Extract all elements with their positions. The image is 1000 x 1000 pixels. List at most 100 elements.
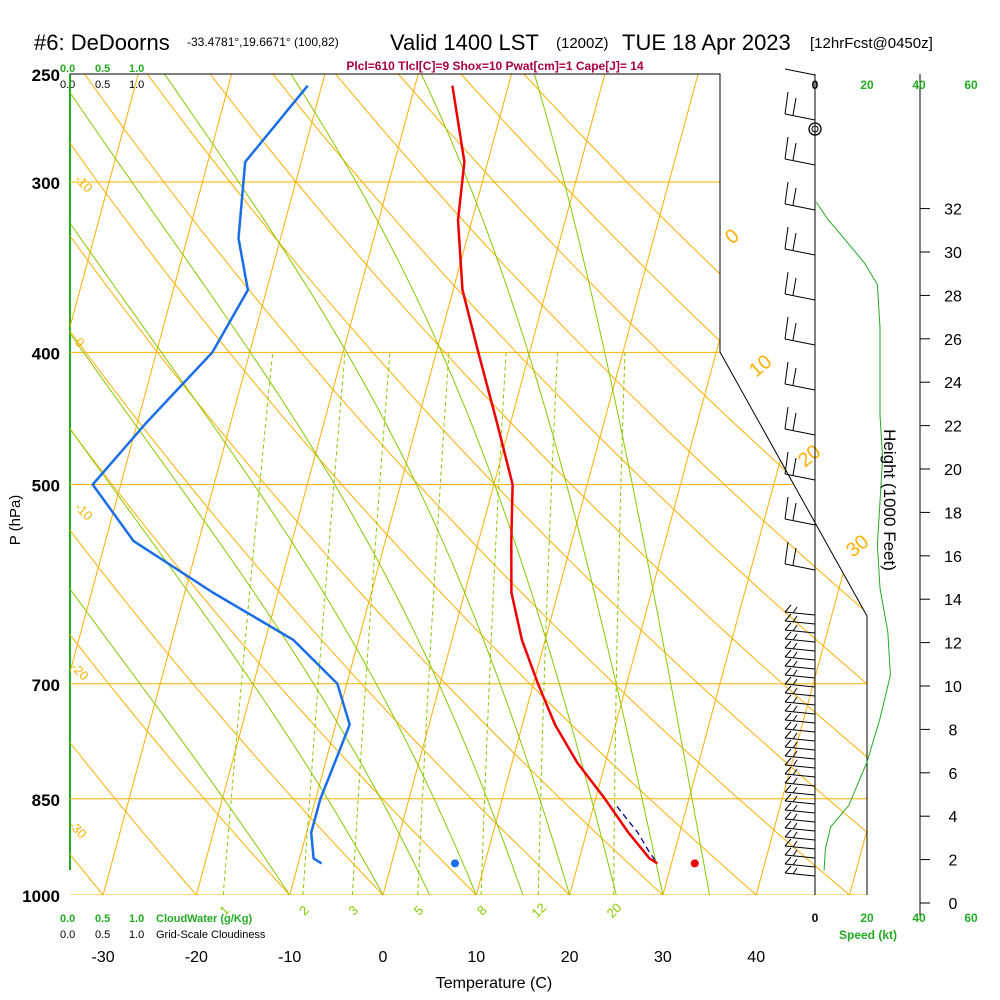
valid-time: Valid 1400 LST (390, 30, 539, 55)
cloudiness-tick: 1.0 (129, 929, 144, 941)
wind-barb-flag (792, 705, 798, 713)
isotherm-line (70, 74, 139, 895)
cloudwater-tick: 1.0 (129, 913, 144, 925)
wind-barb-flag (792, 804, 798, 812)
height-tick-label: 24 (944, 375, 962, 392)
isotherm-line (755, 74, 867, 895)
pressure-tick-label: 850 (32, 791, 60, 810)
cloudwater-tick: 0.0 (60, 63, 75, 75)
isotherm-line (475, 74, 699, 895)
wind-barb-flag (792, 412, 797, 431)
wind-barb-flag (784, 181, 789, 205)
wind-barb-staff (784, 755, 816, 760)
wind-barb-staff (784, 800, 816, 805)
dry-adiabat-line (70, 74, 664, 895)
moist-adiabat-line (70, 74, 524, 895)
height-tick-label: 22 (944, 419, 962, 436)
wind-barb-flag (792, 714, 798, 722)
dry-adiabat-label: 0 (721, 225, 744, 249)
cloudiness-tick: 0.5 (95, 929, 110, 941)
wind-barb-staff (784, 737, 816, 742)
cloudiness-tick: 0.5 (95, 79, 110, 91)
wind-barbs (784, 68, 816, 877)
pressure-tick-label: 500 (32, 477, 60, 496)
mixing-ratio-line (537, 352, 558, 895)
wind-barb-flag (792, 795, 798, 803)
wind-barb-flag (784, 784, 792, 793)
wind-barb-staff (784, 674, 816, 679)
wind-barb-flag (784, 847, 792, 856)
wind-barb-staff (784, 836, 816, 841)
isotherm-line (289, 74, 512, 895)
mixing-ratio-label: 12 (528, 900, 549, 921)
dry-adiabat-line (70, 74, 477, 895)
wind-barb-flag (784, 676, 792, 685)
mixing-ratio-line (613, 352, 626, 895)
wind-barb-flag (784, 856, 792, 865)
wind-barb-flag (792, 606, 798, 614)
isotherm-line (195, 74, 419, 895)
temperature-tick-label: 0 (379, 949, 388, 966)
speed-tick-label: 0 (812, 78, 819, 92)
wind-barb-staff (784, 338, 816, 346)
wind-barb-staff (784, 872, 816, 877)
wind-barb-flag (792, 633, 798, 641)
mixing-ratio-line (351, 352, 391, 895)
wind-barb-flag (784, 730, 792, 739)
wind-barb-flag (784, 865, 792, 874)
dry-adiabat-label: 10 (745, 351, 776, 382)
pressure-tick-label: 400 (32, 344, 60, 363)
mixing-ratio-line (480, 352, 507, 895)
forecast-label: [12hrFcst@0450z] (810, 35, 933, 52)
wind-barb-flag (784, 694, 792, 703)
wind-barb-staff (784, 728, 816, 733)
surface-dewpoint-marker (450, 859, 459, 868)
wind-barb-flag (792, 759, 798, 767)
speed-tick-label: 0 (812, 911, 819, 925)
wind-barb-flag (792, 277, 797, 296)
wind-barb-flag (792, 187, 797, 206)
wind-barb-flag (792, 669, 798, 677)
wind-barb-flag (792, 142, 797, 161)
wind-barb-flag (792, 768, 798, 776)
wind-barb-flag (792, 642, 798, 650)
wind-barb-flag (792, 696, 798, 704)
cloudiness-tick: 0.0 (60, 79, 75, 91)
wind-barb-flag (784, 451, 789, 475)
wind-barb-flag (792, 687, 798, 695)
isotherm-line (382, 74, 606, 895)
cloudwater-tick: 0.0 (60, 913, 75, 925)
temperature-tick-label: 40 (747, 949, 765, 966)
wind-barb-flag (784, 820, 792, 829)
wind-barb-staff (784, 620, 816, 625)
wind-barb-staff (784, 863, 816, 868)
moist-adiabat-line (164, 74, 571, 895)
surface-temperature-marker (690, 859, 699, 868)
dry-adiabat-line (70, 74, 570, 895)
wind-barb-flag (792, 97, 797, 116)
wind-barb-staff (784, 428, 816, 436)
wind-barb-flag (784, 136, 789, 160)
pressure-tick-label: 300 (32, 174, 60, 193)
wind-barb-staff (784, 827, 816, 832)
wind-barb-flag (784, 631, 792, 640)
height-tick-label: 16 (944, 549, 962, 566)
wind-barb-staff (784, 293, 816, 301)
speed-curve (815, 201, 891, 871)
wind-barb-staff (784, 719, 816, 724)
wind-barb-staff (784, 692, 816, 697)
wind-barb-flag (784, 766, 792, 775)
cloudwater-tick: 0.5 (95, 63, 110, 75)
cloudiness-label: Grid-Scale Cloudiness (156, 929, 266, 941)
wind-barb-flag (784, 703, 792, 712)
height-tick-label: 26 (944, 332, 962, 349)
wind-barb-flag (784, 622, 792, 631)
wind-barb-staff (784, 710, 816, 715)
zulu-time: (1200Z) (556, 35, 609, 52)
wind-barb-staff (784, 113, 816, 121)
wind-barb-flag (784, 361, 789, 385)
wind-barb-flag (784, 838, 792, 847)
height-tick-label: 0 (949, 896, 958, 913)
site-title: #6: DeDoorns (34, 30, 170, 55)
